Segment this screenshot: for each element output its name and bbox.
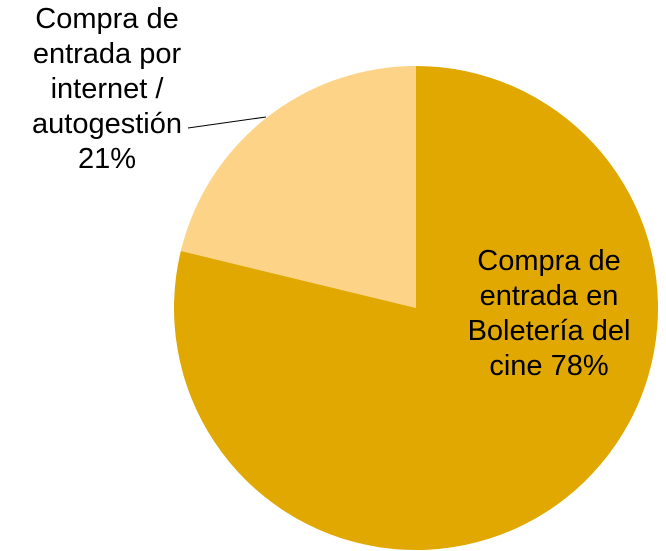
data-label: Compra de entrada por internet / autoges… xyxy=(4,2,210,177)
pie-slice xyxy=(173,66,659,550)
pie-slice xyxy=(180,65,416,309)
label-name: Compra de entrada en Boletería del cine xyxy=(467,245,631,382)
data-label: Compra de entrada en Boletería del cine … xyxy=(446,244,652,384)
label-name: Compra de entrada por internet / autoges… xyxy=(32,3,182,140)
leader-line xyxy=(187,116,267,129)
label-value: 78% xyxy=(550,350,609,382)
label-value: 21% xyxy=(77,143,137,175)
